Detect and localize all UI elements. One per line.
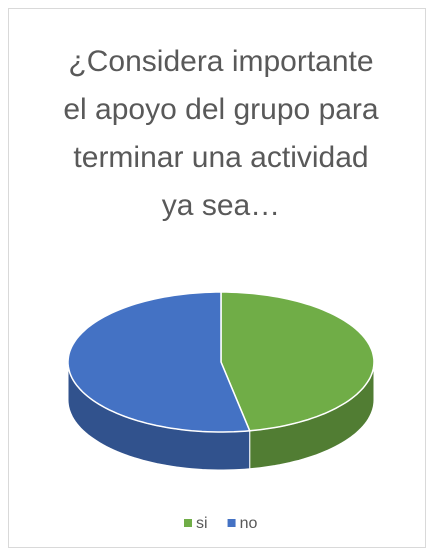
legend-swatch — [184, 519, 192, 527]
legend-label: no — [240, 515, 258, 532]
chart-title: ¿Considera importante el apoyo del grupo… — [63, 45, 379, 222]
pie-slice — [220, 291, 375, 432]
chart-frame — [8, 8, 426, 548]
pie-slice — [67, 291, 251, 433]
legend-label: si — [196, 515, 208, 532]
legend-swatch — [227, 519, 236, 527]
